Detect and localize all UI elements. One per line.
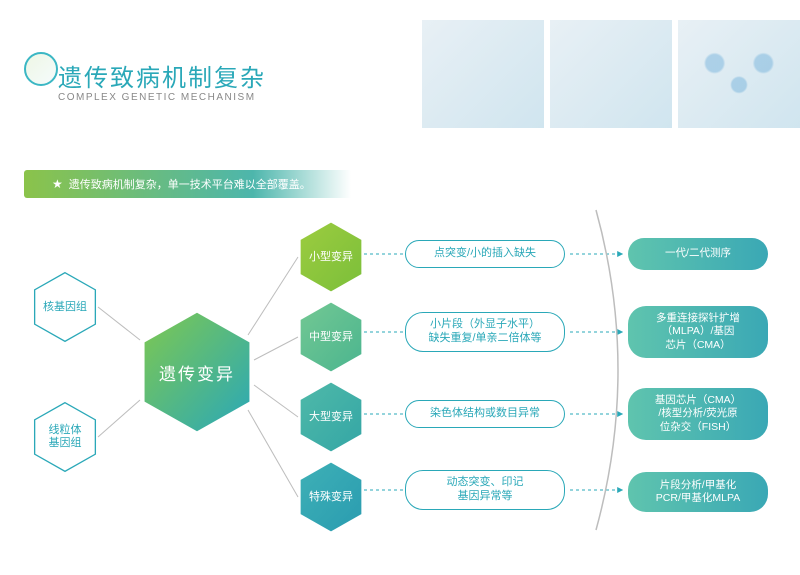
hex-left-0: 核基因组	[32, 270, 98, 344]
hex-variant-0: 小型变异	[298, 220, 364, 294]
pill-right-2: 基因芯片（CMA）/核型分析/荧光原位杂交（FISH）	[628, 388, 768, 440]
banner: ★ 遗传致病机制复杂，单一技术平台难以全部覆盖。	[24, 170, 351, 198]
hex-variant-2: 大型变异	[298, 380, 364, 454]
pill-mid-3: 动态突变、印记基因异常等	[405, 470, 565, 510]
hex-left-1-label: 线粒体基因组	[49, 424, 82, 449]
pill-mid-2: 染色体结构或数目异常	[405, 400, 565, 428]
logo-circle-icon	[24, 52, 58, 86]
pill-right-3: 片段分析/甲基化PCR/甲基化MLPA	[628, 472, 768, 512]
banner-text: 遗传致病机制复杂，单一技术平台难以全部覆盖。	[69, 176, 311, 192]
header-image-3	[678, 20, 800, 128]
pill-right-0: 一代/二代测序	[628, 238, 768, 270]
hex-variant-3: 特殊变异	[298, 460, 364, 534]
header-image-2	[550, 20, 672, 128]
hex-variant-0-label: 小型变异	[309, 251, 353, 264]
page-title-cn: 遗传致病机制复杂	[58, 58, 266, 93]
header-image-1	[422, 20, 544, 128]
hex-center-label: 遗传变异	[159, 360, 235, 385]
hex-variant-1-label: 中型变异	[309, 331, 353, 344]
hex-variant-2-label: 大型变异	[309, 411, 353, 424]
header: 遗传致病机制复杂 COMPLEX GENETIC MECHANISM	[0, 0, 800, 135]
hex-center: 遗传变异	[140, 308, 254, 436]
header-images	[422, 20, 800, 128]
star-icon: ★	[52, 177, 63, 191]
page-title-en: COMPLEX GENETIC MECHANISM	[58, 92, 256, 103]
pill-mid-1: 小片段（外显子水平）缺失重复/单亲二倍体等	[405, 312, 565, 352]
hex-left-1: 线粒体基因组	[32, 400, 98, 474]
pill-right-1: 多重连接探针扩增（MLPA）/基因芯片（CMA）	[628, 306, 768, 358]
diagram: 核基因组线粒体基因组 遗传变异 小型变异中型变异大型变异特殊变异 点突变/小的插…	[0, 200, 800, 575]
hex-left-0-label: 核基因组	[43, 301, 87, 314]
pill-mid-0: 点突变/小的插入缺失	[405, 240, 565, 268]
hex-variant-1: 中型变异	[298, 300, 364, 374]
hex-variant-3-label: 特殊变异	[309, 491, 353, 504]
